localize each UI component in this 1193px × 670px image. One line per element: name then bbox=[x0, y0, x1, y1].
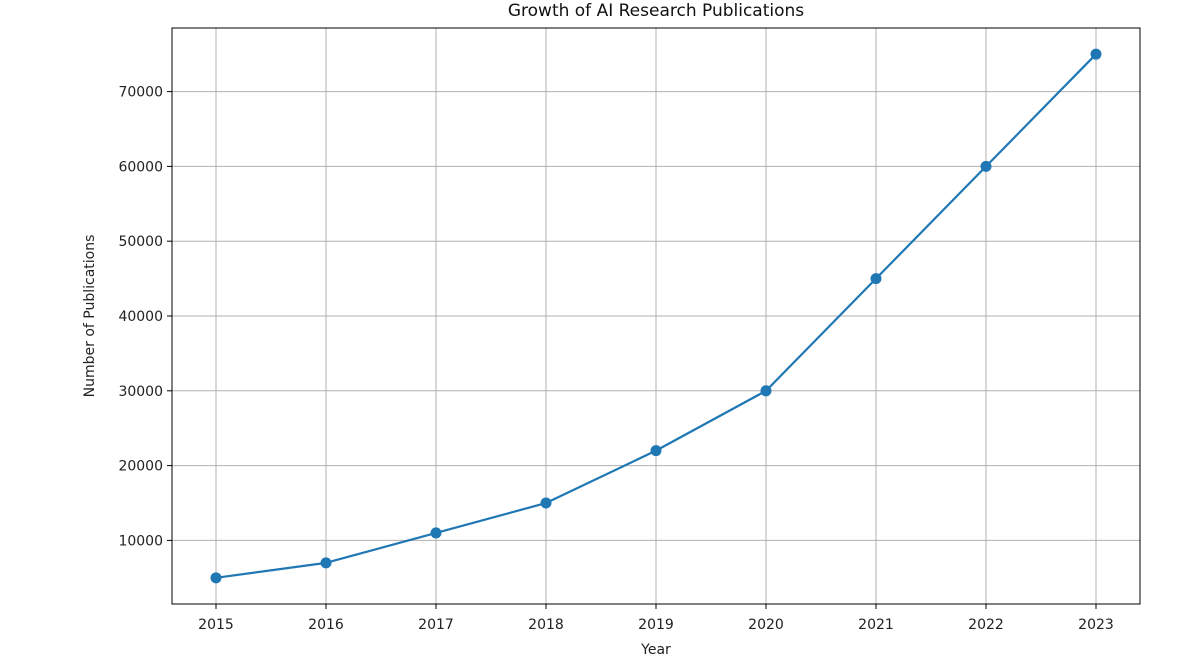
data-point bbox=[870, 273, 882, 285]
grid-lines bbox=[172, 28, 1140, 604]
y-tick-label: 50000 bbox=[118, 234, 163, 250]
x-tick-label: 2018 bbox=[528, 617, 564, 633]
x-tick-label: 2023 bbox=[1078, 617, 1114, 633]
x-axis-label: Year bbox=[640, 642, 671, 658]
chart-title: Growth of AI Research Publications bbox=[508, 1, 804, 21]
data-point bbox=[1090, 48, 1102, 60]
x-tick-label: 2017 bbox=[418, 617, 454, 633]
data-point bbox=[980, 160, 992, 172]
y-tick-label: 60000 bbox=[118, 159, 163, 175]
x-tick-label: 2015 bbox=[198, 617, 234, 633]
series-layer bbox=[210, 48, 1102, 584]
x-tick-label: 2020 bbox=[748, 617, 784, 633]
x-axis-ticks: 2015 2016 2017 2018 2019 2020 2021 2022 2023 bbox=[198, 604, 1114, 633]
x-tick-label: 2016 bbox=[308, 617, 344, 633]
data-point bbox=[320, 557, 332, 569]
y-tick-label: 30000 bbox=[118, 384, 163, 400]
data-point bbox=[540, 497, 552, 509]
data-point bbox=[760, 385, 772, 397]
y-tick-label: 20000 bbox=[118, 459, 163, 475]
y-axis-label: Number of Publications bbox=[82, 235, 98, 398]
y-tick-label: 10000 bbox=[118, 533, 163, 549]
x-tick-label: 2021 bbox=[858, 617, 894, 633]
data-point bbox=[650, 445, 662, 457]
y-tick-label: 40000 bbox=[118, 309, 163, 325]
data-point bbox=[210, 572, 222, 584]
y-axis-ticks: 10000 20000 30000 40000 50000 60000 70000 bbox=[118, 85, 172, 549]
x-tick-label: 2019 bbox=[638, 617, 674, 633]
data-point bbox=[430, 527, 442, 539]
x-tick-label: 2022 bbox=[968, 617, 1004, 633]
y-tick-label: 70000 bbox=[118, 85, 163, 101]
